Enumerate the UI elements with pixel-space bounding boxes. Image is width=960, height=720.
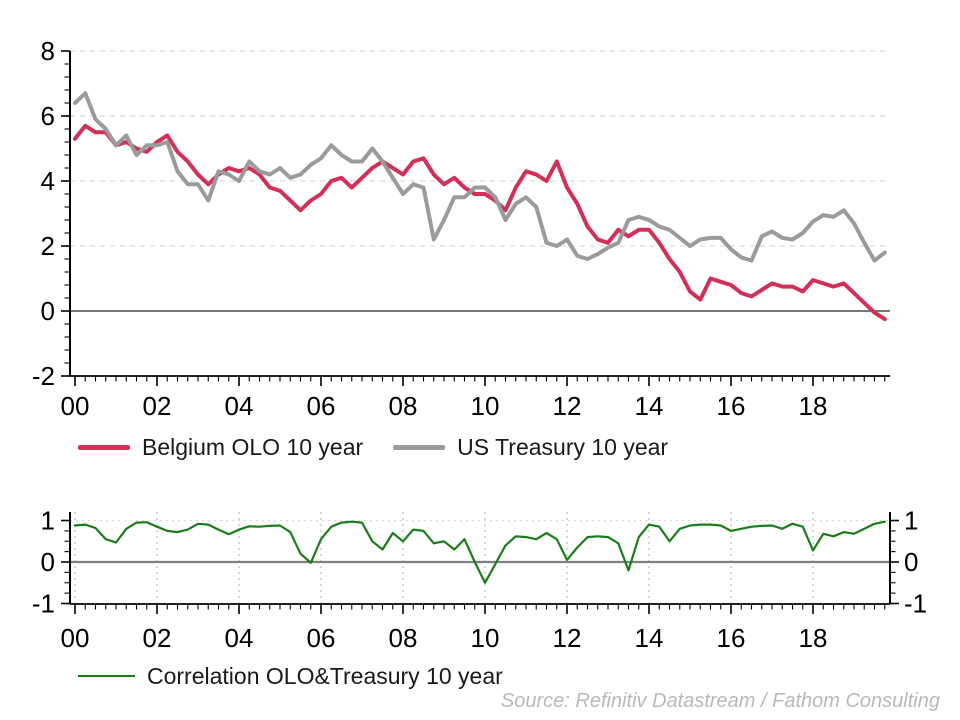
source-note: Source: Refinitiv Datastream / Fathom Co… <box>500 690 940 712</box>
top-chart-y-tick-label: 6 <box>41 101 55 131</box>
bottom-chart-x-tick-label: 06 <box>307 623 336 653</box>
correlation-legend-label: Correlation OLO&Treasury 10 year <box>147 662 503 689</box>
belgium-olo-10-year-line <box>73 123 887 322</box>
bottom-chart-x-tick-label: 10 <box>471 623 500 653</box>
us-treasury-10-year-line <box>73 91 887 263</box>
bottom-chart-x-tick-label: 02 <box>143 623 172 653</box>
top-chart-x-tick-label: 06 <box>307 391 336 421</box>
us-treasury-swatch <box>393 444 446 450</box>
bottom-chart-y-tick-label-right: 1 <box>904 506 918 536</box>
bottom-chart-x-tick-label: 00 <box>61 623 90 653</box>
bottom-chart-x-tick-label: 08 <box>389 623 418 653</box>
bottom-chart-x-tick-label: 16 <box>717 623 746 653</box>
us-treasury-legend-label: US Treasury 10 year <box>457 433 669 460</box>
belgium-olo-swatch <box>78 444 130 450</box>
bottom-chart-y-tick-label: -1 <box>32 589 55 619</box>
top-chart-x-tick-label: 12 <box>553 391 582 421</box>
bottom-chart-y-tick-label: 0 <box>41 547 55 577</box>
top-chart-y-tick-label: -2 <box>32 361 55 391</box>
top-chart-y-tick-label: 2 <box>41 231 55 261</box>
top-chart-x-tick-label: 14 <box>635 391 664 421</box>
bottom-chart-x-tick-label: 18 <box>799 623 828 653</box>
top-chart-x-tick-label: 08 <box>389 391 418 421</box>
top-chart-y-tick-label: 0 <box>41 296 55 326</box>
bottom-chart-y-tick-label: 1 <box>41 506 55 536</box>
legend-item-correlation: Correlation OLO&Treasury 10 year <box>78 663 503 690</box>
top-chart-x-tick-label: 00 <box>61 391 90 421</box>
belgium-olo-legend-label: Belgium OLO 10 year <box>142 433 364 460</box>
top-chart-x-tick-label: 18 <box>799 391 828 421</box>
bottom-chart-x-tick-label: 14 <box>635 623 664 653</box>
correlation-swatch <box>78 674 135 678</box>
bottom-chart-x-tick-label: 12 <box>553 623 582 653</box>
bottom-chart-x-tick-label: 04 <box>225 623 254 653</box>
top-chart-y-tick-label: 4 <box>41 166 55 196</box>
top-chart-x-tick-label: 04 <box>225 391 254 421</box>
top-chart-x-tick-label: 16 <box>717 391 746 421</box>
correlation-olo-treasury-10-year-line <box>73 520 886 584</box>
bottom-chart-y-tick-label-right: -1 <box>904 589 927 619</box>
top-chart-x-tick-label: 02 <box>143 391 172 421</box>
legend-item-us-treasury: US Treasury 10 year <box>393 434 668 461</box>
bottom-chart-legend: Correlation OLO&Treasury 10 year <box>78 662 503 690</box>
bottom-chart-y-tick-label-right: 0 <box>904 547 918 577</box>
top-chart-legend: Belgium OLO 10 year US Treasury 10 year <box>78 433 668 461</box>
top-chart-y-tick-label: 8 <box>41 36 55 66</box>
top-chart-x-tick-label: 10 <box>471 391 500 421</box>
legend-item-belgium-olo: Belgium OLO 10 year <box>78 434 363 461</box>
